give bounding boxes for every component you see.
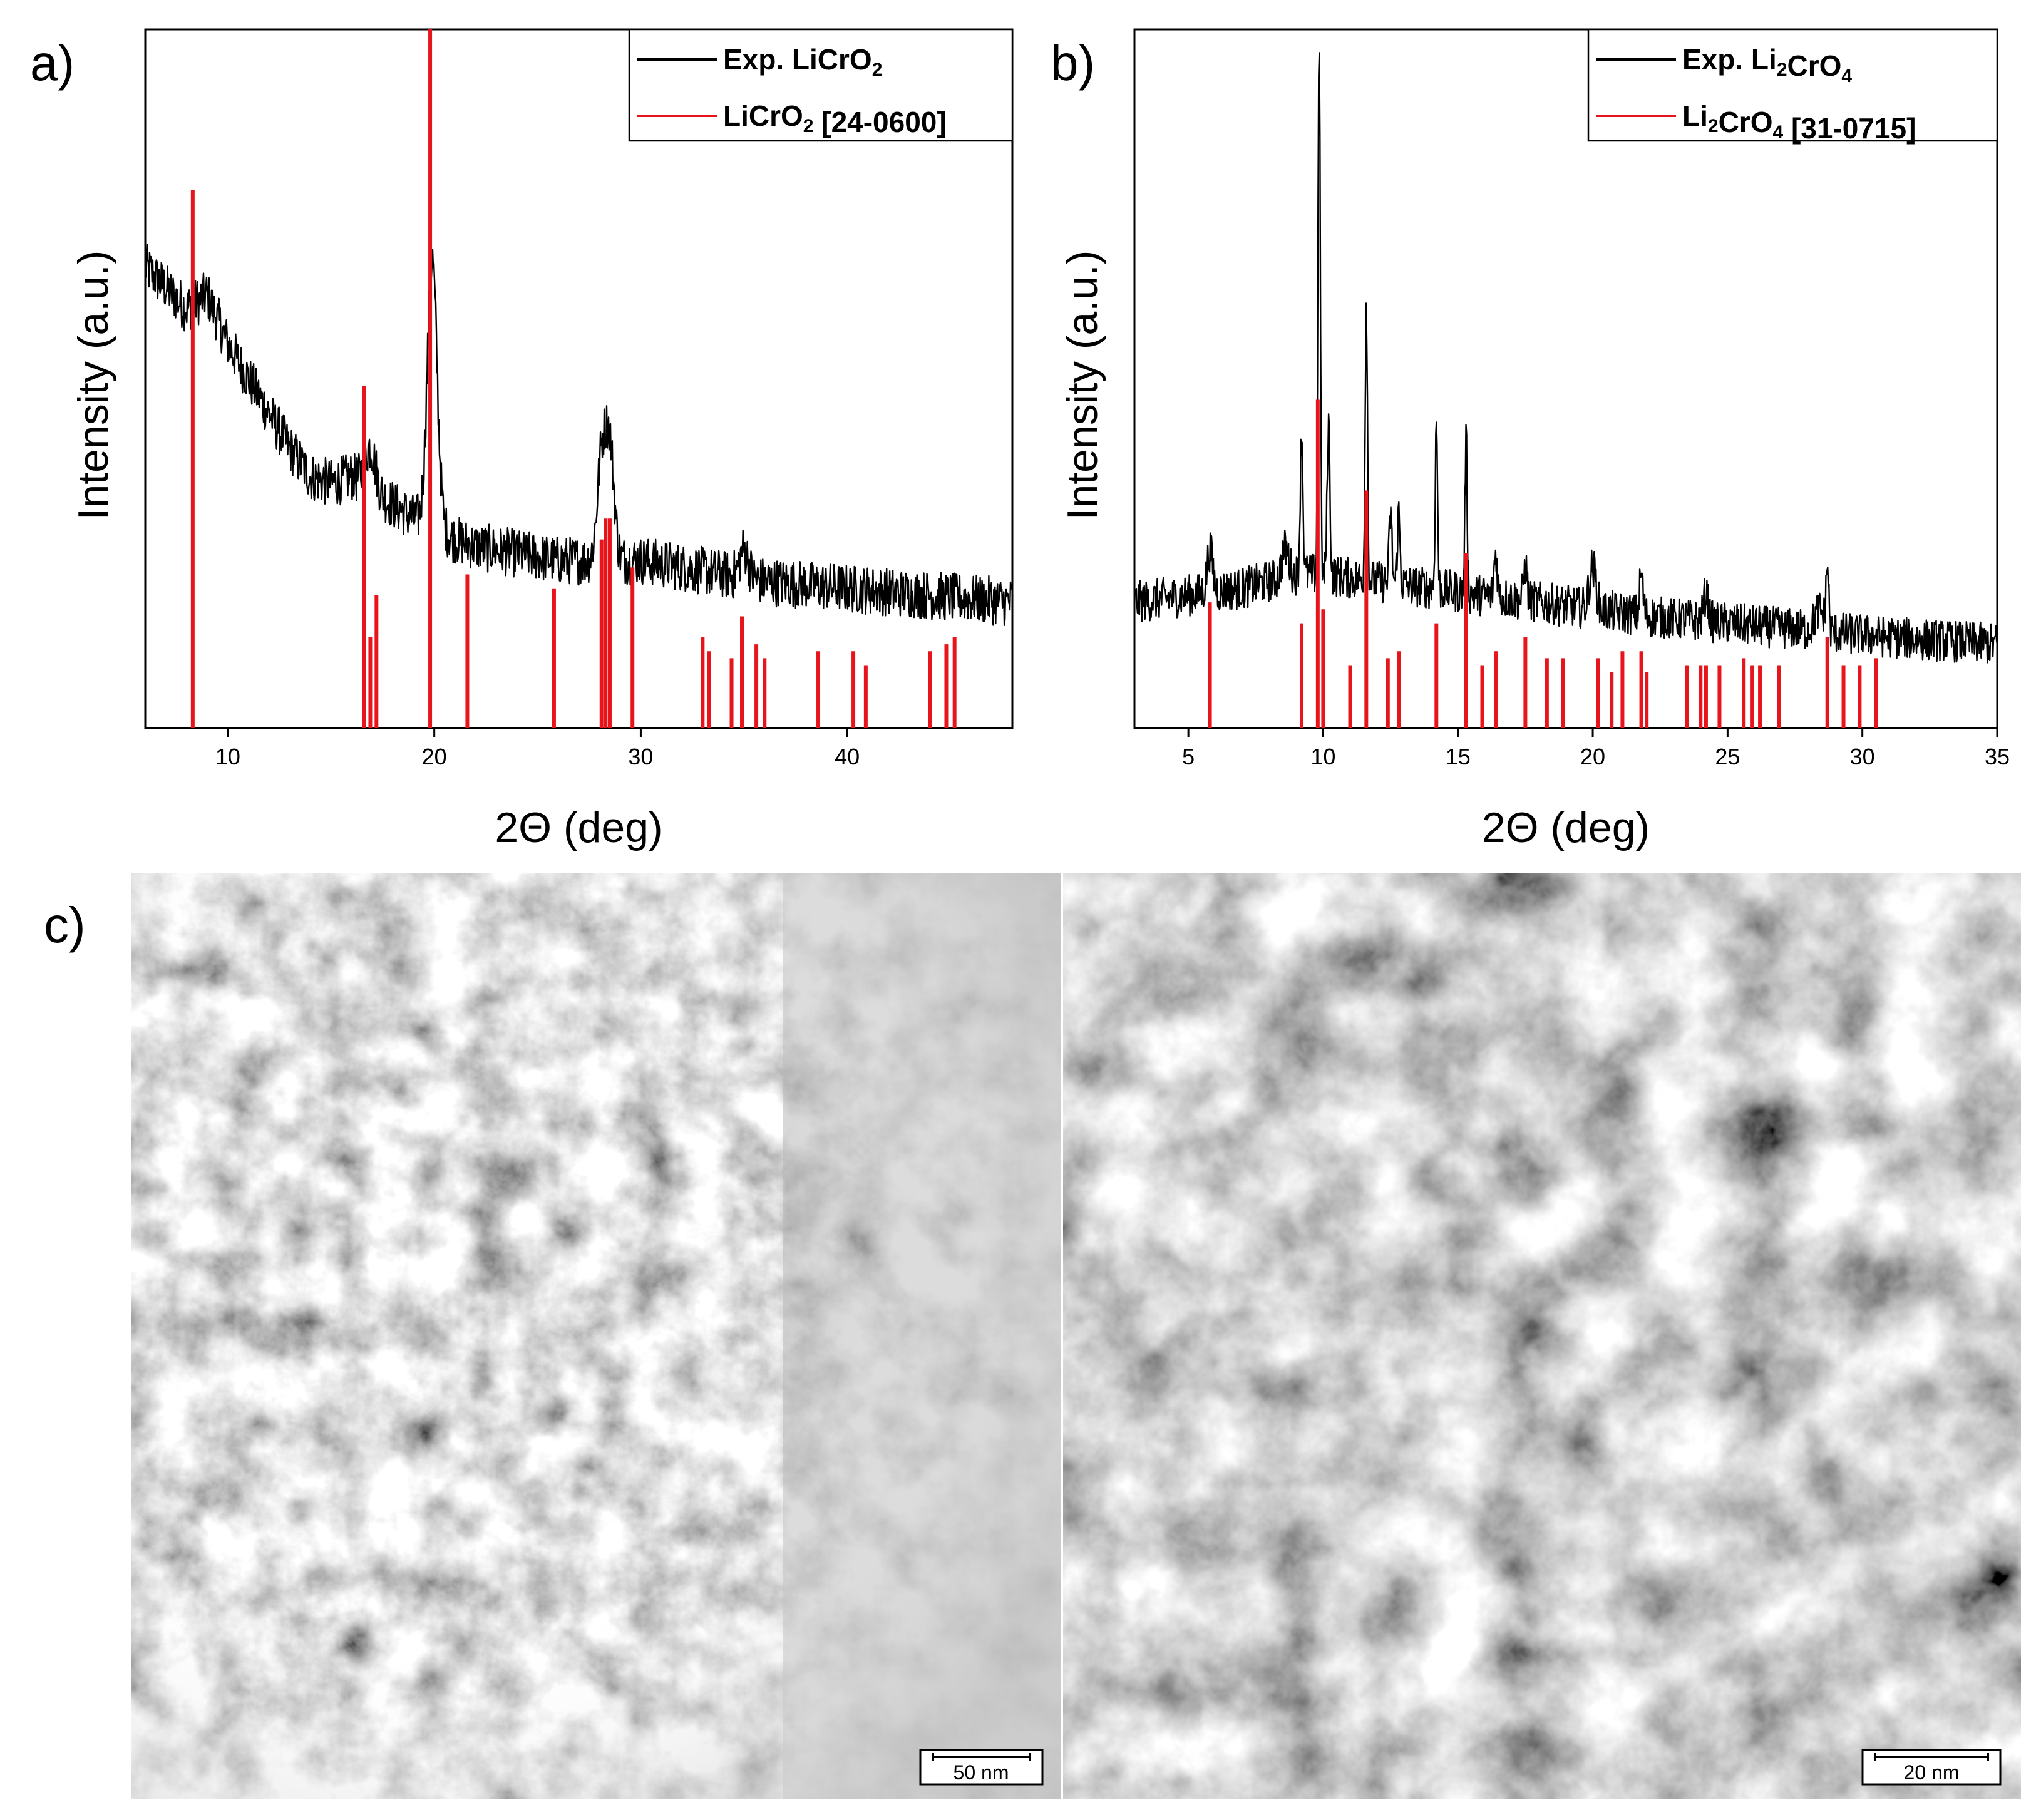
- reference-sticks-a: [190, 29, 957, 728]
- legend-label-a-1: LiCrO2 [24-0600]: [723, 100, 947, 138]
- experimental-pattern-a: [144, 244, 1013, 626]
- plot-frame-b: [1133, 28, 1998, 729]
- chart-a: 10 20 30 40 2Θ (deg) Intensity (a.u.) Exp. LiC…: [69, 28, 1014, 851]
- scale-bar-label-right: 20 nm: [1904, 1761, 1960, 1784]
- reference-sticks-b: [1208, 399, 1878, 728]
- x-tick-label-b-2: 15: [1446, 744, 1471, 769]
- panel-a-label: a): [30, 35, 75, 91]
- x-tick-label-b-6: 35: [1985, 744, 2010, 769]
- x-tick-label-b-3: 20: [1580, 744, 1605, 769]
- panel-c-label: c): [44, 897, 86, 953]
- panel-b-label: b): [1051, 35, 1095, 91]
- x-tick-label-b-5: 30: [1850, 744, 1875, 769]
- chart-b: 5 10 15 20 25 30 35 2Θ (deg) Intensity (a.u.) Exp…: [1059, 28, 2010, 851]
- y-axis-label-a: Intensity (a.u.): [69, 250, 117, 520]
- legend-label-b-1: Li2CrO4 [31-0715]: [1682, 100, 1916, 145]
- x-tick-label-b-0: 5: [1182, 744, 1195, 769]
- x-axis-label-b: 2Θ (deg): [1482, 804, 1650, 851]
- x-tick-label-a-1: 20: [422, 744, 447, 769]
- scale-bar-50nm: 50 nm: [919, 1749, 1044, 1786]
- legend-a: Exp. LiCrO2 LiCrO2 [24-0600]: [628, 28, 1014, 142]
- x-tick-label-a-2: 30: [628, 744, 653, 769]
- tem-image-right: 20 nm: [1063, 873, 2021, 1799]
- x-axis-label-a: 2Θ (deg): [495, 804, 662, 851]
- y-axis-label-b: Intensity (a.u.): [1059, 250, 1106, 520]
- plot-frame-a: [144, 28, 1014, 729]
- legend-label-b-0: Exp. Li2CrO4: [1682, 43, 1852, 86]
- scale-bar-label-left: 50 nm: [954, 1761, 1009, 1784]
- scale-bar-20nm: 20 nm: [1861, 1749, 2002, 1786]
- legend-label-a-0: Exp. LiCrO2: [723, 43, 882, 80]
- x-tick-label-b-1: 10: [1310, 744, 1335, 769]
- experimental-pattern-b: [1133, 52, 1998, 664]
- x-tick-label-a-0: 10: [215, 744, 240, 769]
- x-tick-label-a-3: 40: [835, 744, 860, 769]
- tem-image-left: 50 nm: [131, 873, 1061, 1799]
- x-tick-label-b-4: 25: [1715, 744, 1740, 769]
- legend-b: Exp. Li2CrO4 Li2CrO4 [31-0715]: [1587, 28, 1998, 145]
